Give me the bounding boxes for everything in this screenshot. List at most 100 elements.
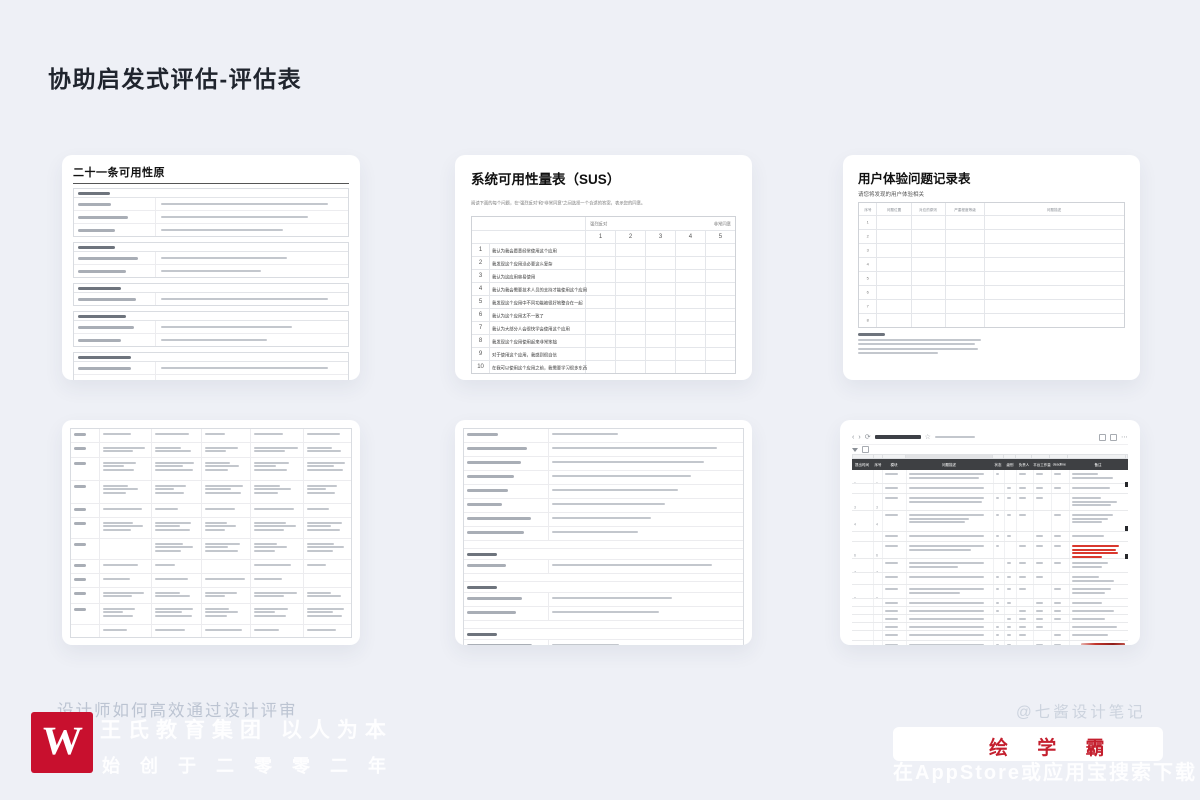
redacted-text-bar — [908, 500, 982, 503]
sheet-cell — [1003, 615, 1016, 622]
redacted-text-bar — [1035, 644, 1043, 645]
row-desc-cell — [547, 499, 743, 512]
sus-item-row: 7 我认为大部分人会很快学会使用这个应用 — [472, 322, 735, 335]
redacted-text-bar — [908, 610, 985, 612]
redacted-text-bar — [908, 576, 985, 578]
sheet-cell — [882, 511, 905, 531]
sheet-cell — [1016, 615, 1033, 622]
redacted-text-bar — [995, 497, 1000, 499]
redacted-text-bar — [1071, 562, 1108, 564]
item-statement: 在我可以使用这个应用之前，我需要学习很多东西 — [492, 365, 588, 371]
more-icon: ⋯ — [1121, 433, 1128, 441]
row-label-cell — [464, 560, 548, 573]
issues-empty-row: 8 — [859, 314, 1124, 327]
table-cell — [303, 574, 351, 587]
sheet-cell — [1003, 641, 1016, 645]
column-header: 问题描述 — [1047, 208, 1062, 212]
scale-right-label: 非常同意 — [713, 222, 731, 227]
redacted-text-bar — [154, 525, 180, 527]
redacted-text-bar — [205, 521, 227, 524]
sheet-cell — [882, 470, 905, 483]
row-label-cell — [464, 640, 548, 645]
sheet-cell — [882, 494, 905, 510]
redacted-text-bar — [995, 602, 1000, 604]
brand-logo: W — [31, 712, 93, 773]
table-cell — [99, 458, 151, 480]
sheet-cell: 2 — [852, 484, 873, 493]
redacted-text-bar — [254, 446, 298, 449]
row-label-cell — [74, 252, 157, 264]
settings-icon — [1110, 433, 1117, 441]
item-statement: 我认为我会愿意经常使用这个应用 — [492, 248, 557, 254]
column-letter-band — [852, 454, 1128, 459]
redacted-text-bar — [254, 611, 276, 613]
redacted-text-bar — [1071, 555, 1103, 558]
table-cell — [150, 458, 201, 480]
spacer-row — [464, 541, 743, 549]
column-letter-cell — [883, 455, 907, 458]
redacted-text-bar — [551, 563, 712, 566]
sheet-cell — [882, 573, 905, 584]
table-cell — [303, 625, 351, 637]
redacted-text-bar — [254, 450, 286, 452]
row-desc-cell — [547, 485, 743, 498]
answer-cell — [615, 309, 645, 321]
item-statement: 我发现这个应用没必要这么复杂 — [492, 261, 553, 267]
table-cell — [99, 574, 151, 587]
sus-item-row: 3 我认为这应用容易使用 — [472, 270, 735, 283]
sheet-cell — [1032, 623, 1051, 630]
table-row — [464, 499, 743, 513]
sheet-cell — [1003, 559, 1016, 572]
column-letter-cell — [1004, 455, 1016, 458]
table-row — [464, 429, 743, 443]
redacted-text-bar — [161, 326, 293, 328]
item-statement-cell: 我认为我会愿意经常使用这个应用 — [489, 244, 585, 256]
row-desc-cell — [547, 457, 743, 470]
redacted-text-bar — [1053, 602, 1061, 604]
principles-section — [73, 242, 349, 278]
redacted-text-bar — [74, 521, 87, 525]
item-statement-cell: 我认为这个应用太不一致了 — [489, 309, 585, 321]
redacted-text-bar — [103, 450, 133, 452]
redacted-text-bar — [1053, 535, 1061, 537]
redacted-text-bar — [78, 191, 110, 195]
answer-cell — [585, 283, 615, 295]
row-number: 1 — [854, 482, 856, 483]
redacted-text-bar — [205, 446, 238, 449]
redacted-text-bar — [154, 563, 175, 566]
table-row — [71, 504, 351, 518]
item-statement: 我发现这个应用中不同功能被很好地整合在一起 — [492, 300, 583, 306]
redacted-text-bar — [103, 432, 131, 435]
redacted-text-bar — [205, 607, 229, 610]
item-statement-cell: 我认为我会需要技术人员的支持才能使用这个应用 — [489, 283, 587, 295]
redacted-text-bar — [1071, 504, 1111, 506]
sheet-cell — [1068, 615, 1127, 622]
redacted-text-bar — [74, 484, 87, 488]
redacted-text-bar — [78, 286, 121, 290]
redacted-text-bar — [1053, 644, 1061, 645]
redacted-text-bar — [1019, 473, 1026, 475]
sheet-row: 77 — [852, 559, 1128, 573]
redacted-text-bar — [551, 488, 678, 491]
redacted-text-bar — [74, 542, 87, 546]
redacted-text-bar — [908, 602, 985, 604]
table-row — [464, 485, 743, 499]
table-cell — [71, 481, 99, 503]
table-cell — [876, 216, 910, 229]
sheet-column-header: 状态 — [993, 459, 1004, 470]
redacted-text-bar — [1019, 487, 1026, 489]
row-number: 3 — [854, 505, 857, 510]
redacted-text-bar — [161, 203, 329, 205]
section-header — [74, 189, 348, 198]
redacted-text-bar — [551, 596, 673, 599]
table-row — [464, 443, 743, 457]
table-cell — [150, 429, 201, 442]
redacted-text-bar — [307, 525, 331, 527]
table-cell — [99, 429, 151, 442]
card-sus-scale: 系统可用性量表（SUS） 阅读下面的每个问题，在“强烈反对”和“非常同意”之间选… — [455, 155, 752, 380]
sheet-cell — [882, 542, 905, 558]
redacted-text-bar — [1035, 473, 1043, 475]
sheet-cell — [1016, 494, 1033, 510]
